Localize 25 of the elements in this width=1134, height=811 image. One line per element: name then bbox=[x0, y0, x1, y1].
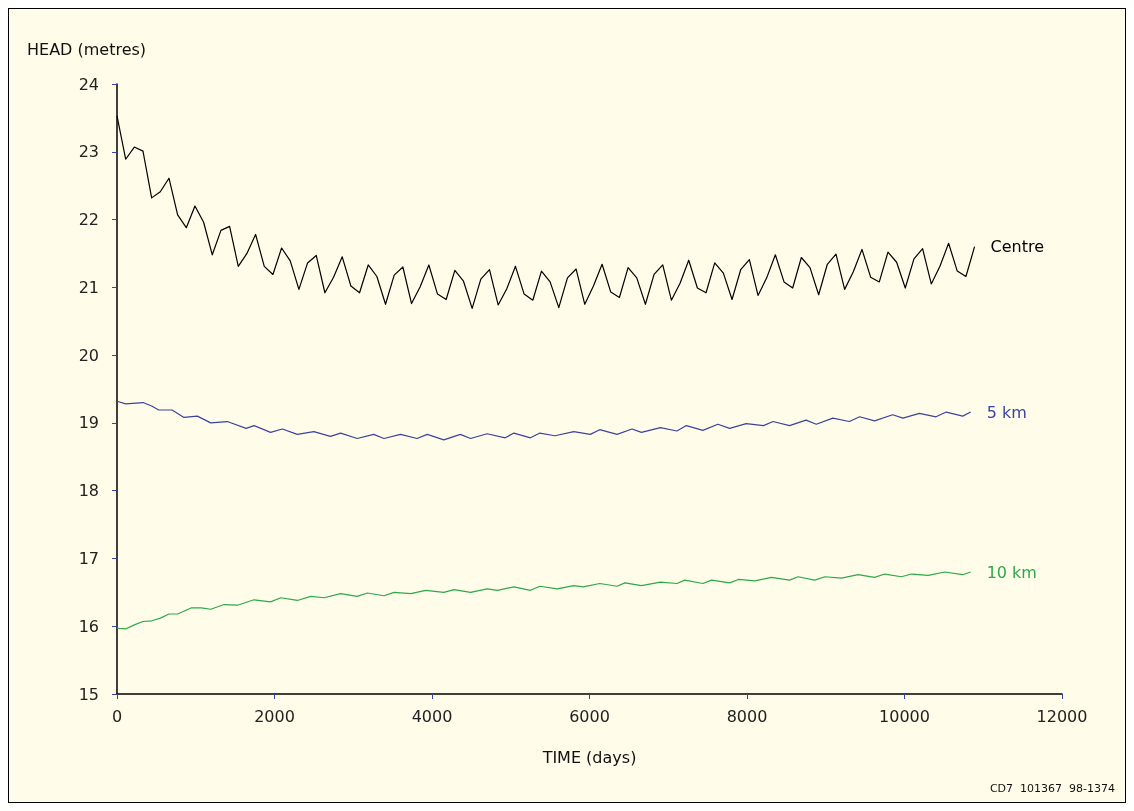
y-tick-label: 23 bbox=[78, 142, 99, 162]
y-tick-label: 16 bbox=[78, 616, 99, 636]
y-tick-label: 19 bbox=[78, 413, 99, 433]
text: CD7 101367 98-1374 bbox=[989, 782, 1116, 795]
x-tick-label: 0 bbox=[111, 706, 123, 726]
y-tick-label: 21 bbox=[78, 277, 99, 297]
line-series bbox=[116, 400, 972, 441]
y-tick-label: 22 bbox=[78, 210, 99, 230]
x-axis-title: TIME (days) bbox=[541, 747, 637, 767]
x-tick-label: 12000 bbox=[1036, 706, 1088, 726]
y-tick-label: 17 bbox=[78, 548, 99, 568]
y-tick-label: 15 bbox=[78, 684, 99, 704]
x-tick-label: 2000 bbox=[254, 706, 295, 726]
y-tick-label: 18 bbox=[78, 481, 99, 501]
series-label: 5 km bbox=[986, 402, 1027, 422]
line-series bbox=[116, 571, 972, 630]
series-label: Centre bbox=[990, 237, 1045, 257]
y-tick-label: 24 bbox=[78, 74, 99, 94]
y-tick-label: 20 bbox=[78, 345, 99, 365]
x-tick-label: 10000 bbox=[879, 706, 930, 726]
x-tick-label: 6000 bbox=[569, 706, 610, 726]
y-axis-title: HEAD (metres) bbox=[27, 39, 147, 59]
x-tick-label: 8000 bbox=[726, 706, 768, 726]
x-tick-label: 4000 bbox=[411, 706, 453, 726]
series-label: 10 km bbox=[986, 562, 1037, 582]
